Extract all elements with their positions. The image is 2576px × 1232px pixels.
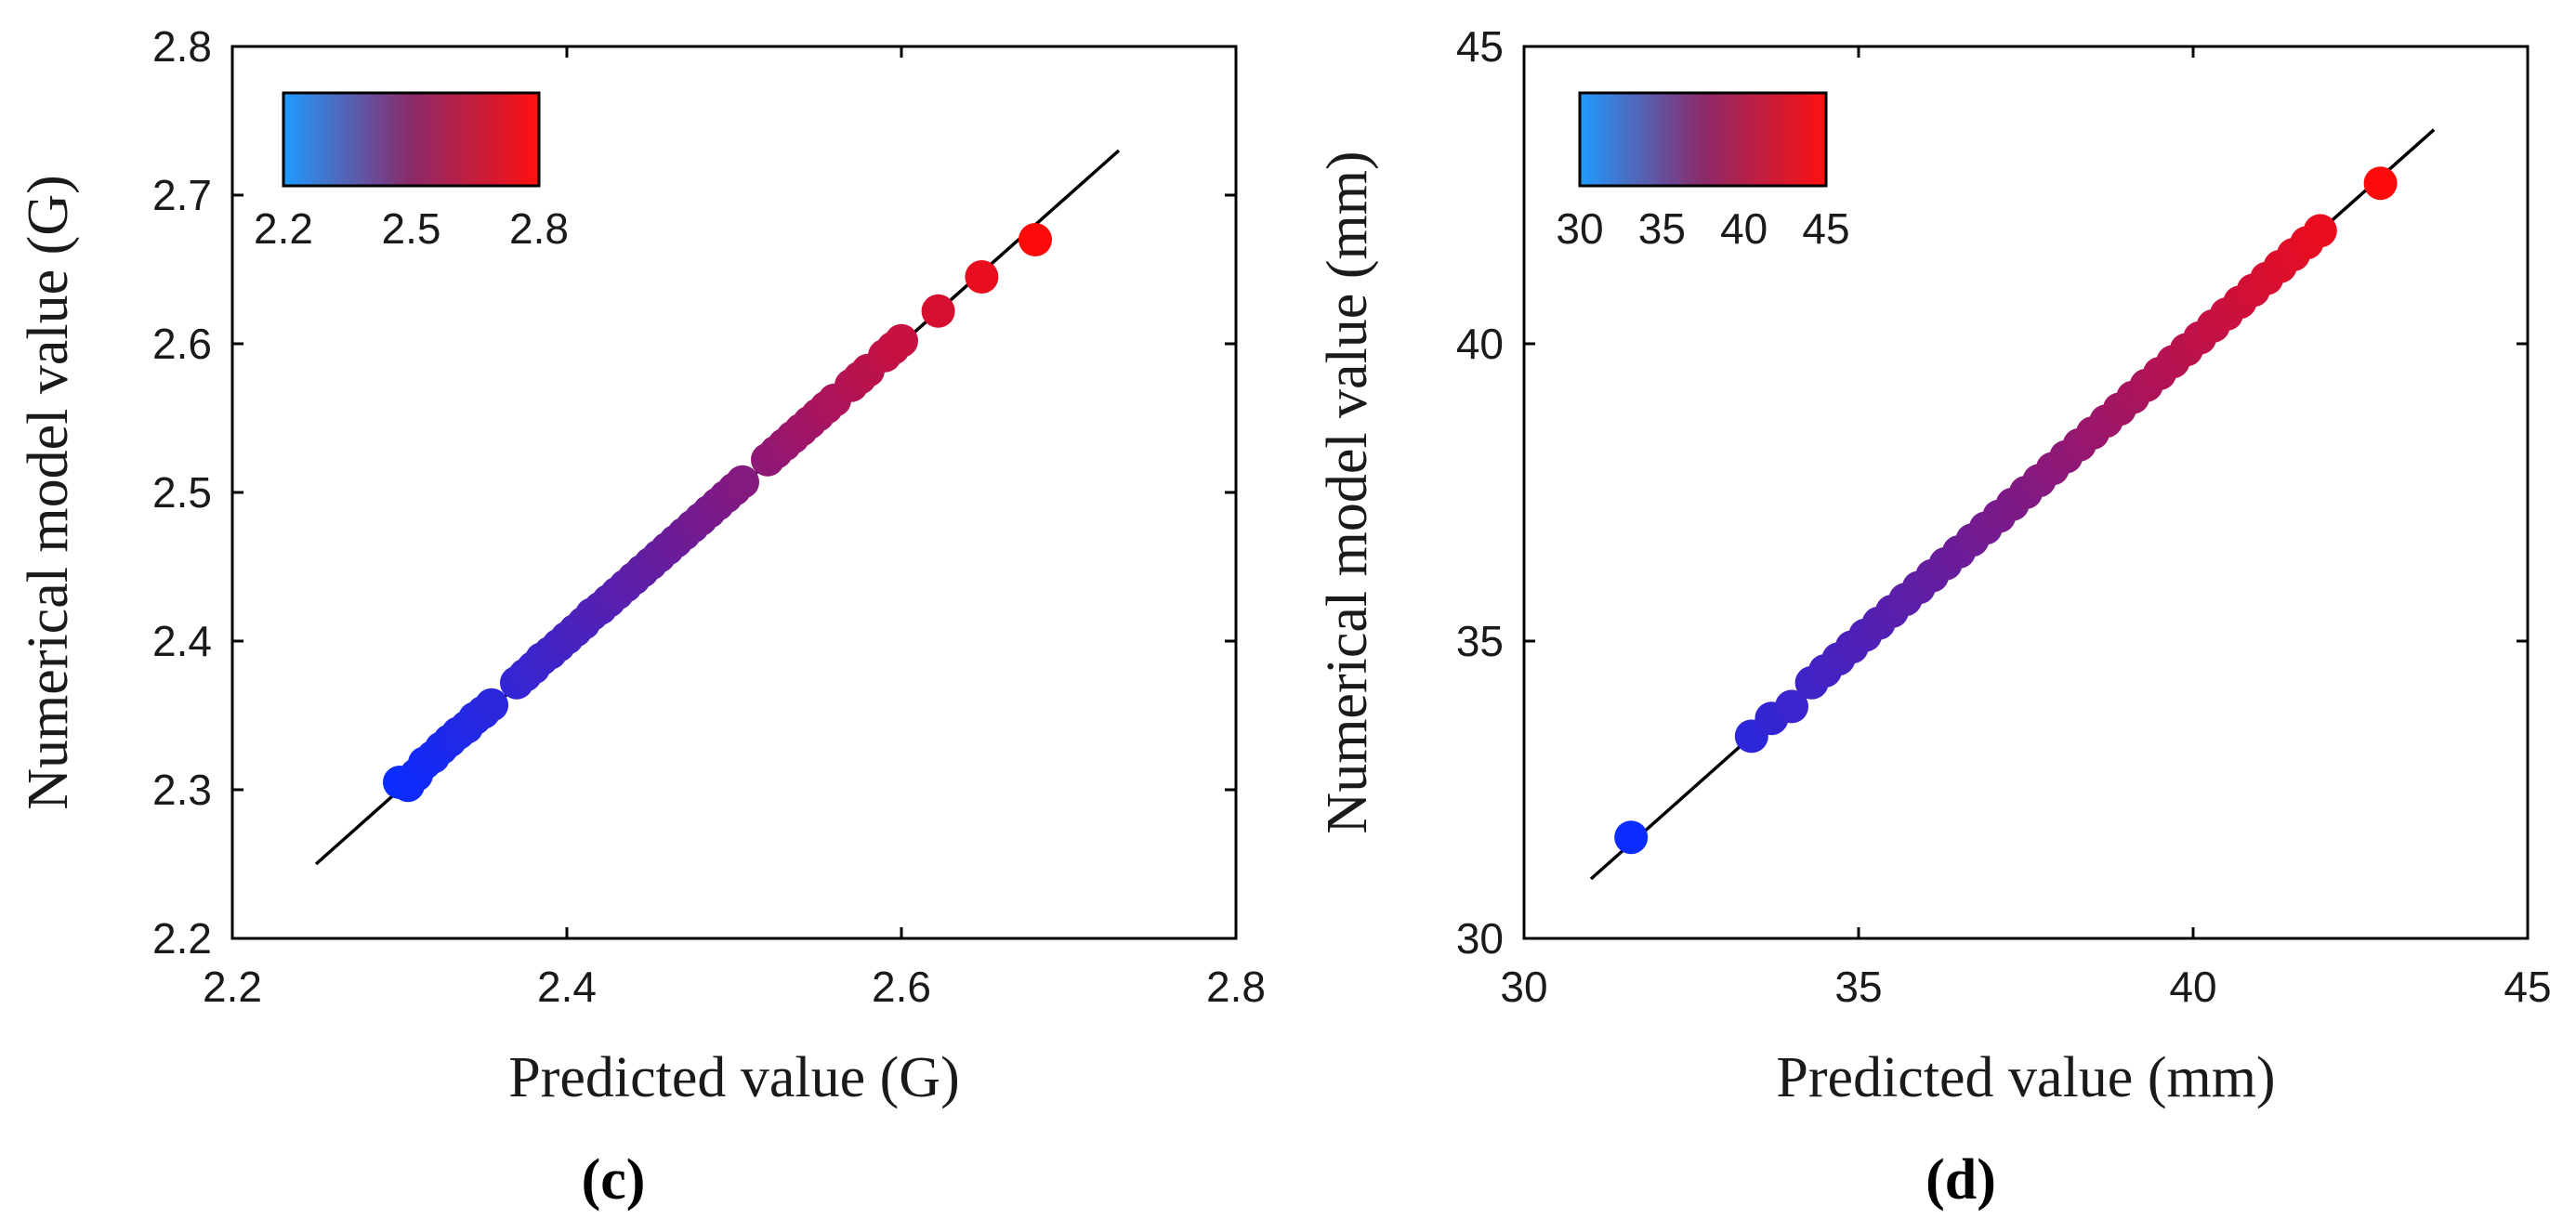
- panel-d-y-tick-labels: 30 35 40 45: [1456, 22, 1504, 963]
- panel-d-data-point: [2363, 166, 2398, 201]
- panel-c-y-tick-label: 2.8: [152, 22, 212, 71]
- panel-d-colorbar-tick-label: 35: [1638, 204, 1686, 253]
- panel-c-y-tick-label: 2.3: [152, 766, 212, 814]
- chart-panel-c: 2.22.32.42.52.62.72.8 2.2 2.4 2.6 2.8 2.2 2.…: [17, 22, 1266, 1212]
- panel-d-data-point: [2303, 214, 2337, 248]
- panel-c-data-point: [921, 294, 955, 328]
- panel-d-y-tick-label: 35: [1456, 617, 1504, 665]
- panel-c-data-point: [726, 465, 759, 499]
- panel-d-x-tick-label: 45: [2504, 963, 2551, 1011]
- panel-c-axes-frame: [230, 45, 1238, 940]
- panel-d-points: [1614, 166, 2398, 855]
- panel-d-axes-frame: [1522, 45, 2530, 940]
- panel-c-points: [383, 223, 1052, 803]
- panel-c-label: (c): [582, 1148, 646, 1212]
- panel-c-y-tick-label: 2.5: [152, 468, 212, 517]
- panel-d-colorbar-swatch: [1578, 91, 1828, 188]
- panel-d-y-tick-label: 40: [1456, 320, 1504, 368]
- panel-c-y-axis-label: Numerical model value (G): [17, 175, 80, 809]
- panel-d-data-point: [1775, 689, 1808, 724]
- panel-c-x-tick-label: 2.8: [1206, 963, 1266, 1011]
- panel-d-y-tick-label: 45: [1456, 22, 1504, 71]
- panel-c-data-point: [1019, 223, 1052, 256]
- panel-d-colorbar-tick-label: 45: [1802, 204, 1849, 253]
- panel-d-colorbar: 30 35 40 45: [1556, 91, 1850, 253]
- panel-d-colorbar-labels: 30 35 40 45: [1556, 204, 1849, 253]
- panel-c-x-tick-label: 2.4: [537, 963, 597, 1011]
- panel-d-x-axis-label: Predicted value (mm): [1776, 1046, 2275, 1109]
- panel-c-colorbar-tick-label: 2.8: [509, 204, 569, 253]
- panel-c-y-tick-label: 2.2: [152, 914, 212, 963]
- panel-c-x-axis-label: Predicted value (G): [508, 1046, 959, 1109]
- panel-c-colorbar-labels: 2.2 2.5 2.8: [254, 204, 569, 253]
- panel-c-colorbar-swatch: [282, 91, 541, 188]
- panel-c-data-point: [475, 688, 508, 722]
- panel-c-y-tick-labels: 2.2 2.3 2.4 2.5 2.6 2.7 2.8: [152, 22, 212, 963]
- panel-c-data-point: [965, 260, 999, 294]
- panel-d-label: (d): [1925, 1148, 1996, 1212]
- panel-c-data-point: [885, 323, 918, 358]
- panel-d-y-axis-label: Numerical model value (mm): [1316, 151, 1379, 833]
- panel-d-x-tick-label: 30: [1500, 963, 1547, 1011]
- panel-d-y-tick-label: 30: [1456, 914, 1504, 963]
- panel-c-y-tick-label: 2.7: [152, 171, 212, 219]
- panel-c-colorbar: 2.2 2.5 2.8: [254, 91, 569, 253]
- panel-d-x-tick-label: 35: [1834, 963, 1882, 1011]
- panel-c-y-tick-label: 2.6: [152, 320, 212, 368]
- panel-d-colorbar-tick-label: 30: [1556, 204, 1603, 253]
- panel-c-x-tick-label: 2.6: [872, 963, 931, 1011]
- panel-d-colorbar-tick-label: 40: [1720, 204, 1768, 253]
- panel-d-data-point: [1614, 820, 1649, 855]
- panel-c-colorbar-tick-label: 2.2: [254, 204, 313, 253]
- panel-d-x-tick-labels: 30 35 40 45: [1500, 963, 2551, 1011]
- chart-panel-d: 30 35 40 45 30 35 40 45 30 35 40 45 Predicted val…: [1316, 22, 2552, 1212]
- panel-c-y-tick-label: 2.4: [152, 617, 212, 665]
- panel-d-x-tick-label: 40: [2169, 963, 2216, 1011]
- panel-c-colorbar-tick-label: 2.5: [382, 204, 441, 253]
- panel-c-x-tick-label: 2.2: [203, 963, 262, 1011]
- panel-c-x-tick-labels: 2.2 2.4 2.6 2.8: [203, 963, 1266, 1011]
